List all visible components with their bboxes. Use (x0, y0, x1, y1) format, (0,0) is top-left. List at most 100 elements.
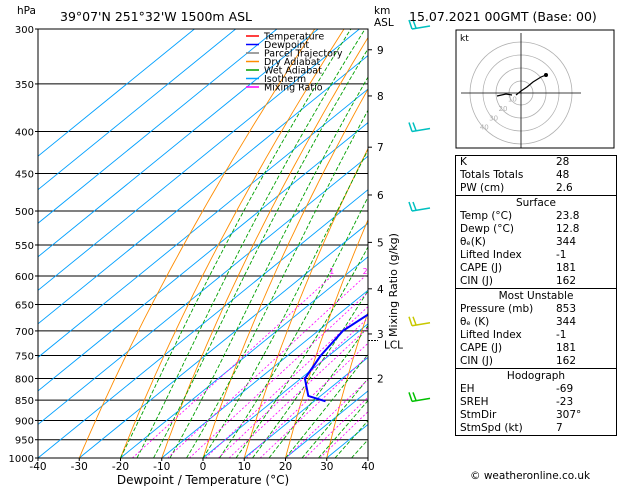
km-tick-label: 5 (377, 237, 384, 249)
hodograph-value: -23 (556, 396, 574, 408)
mixing-ratio-tick-label: 1 (329, 267, 334, 276)
hodograph-row: EH -69 (456, 383, 616, 396)
wind-barb (408, 392, 431, 403)
pressure-tick-label: 700 (15, 327, 34, 338)
axes: 3003504004505005506006507007508008509009… (9, 25, 404, 473)
isotherm-line (243, 356, 368, 458)
most-unstable-label: CIN (J) (460, 355, 493, 367)
surface-row: Dewp (°C) 12.8 (456, 223, 616, 236)
wet-adiabat-line (120, 29, 352, 458)
dry-adiabat-line (161, 36, 368, 458)
index-label: PW (cm) (460, 182, 505, 194)
surface-value: 181 (556, 262, 577, 274)
km-label: km (374, 5, 390, 17)
pressure-tick-label: 800 (15, 374, 34, 385)
most-unstable-value: 162 (556, 355, 577, 367)
surface-value: 23.8 (556, 210, 580, 222)
legend-entry: Wet Adiabat (264, 66, 322, 77)
dry-adiabat-line (616, 29, 629, 458)
barb-feather (412, 201, 417, 211)
wet-adiabat-line (186, 109, 368, 458)
indices-table: K 28 Totals Totals 48 PW (cm) 2.6 Surface Tem… (455, 155, 617, 436)
hodograph-title: Hodograph (506, 370, 566, 382)
isotherm-line (202, 323, 368, 458)
legend-entry: Mixing Ratio (264, 83, 323, 94)
hodograph-label: SREH (460, 396, 489, 408)
barb-feather (412, 19, 417, 29)
hpa-label: hPa (17, 5, 36, 17)
most-unstable-value: -1 (556, 329, 567, 341)
barb-shaft (411, 127, 431, 133)
mixing-ratio-line (189, 291, 368, 458)
surface-label: CAPE (J) (460, 262, 503, 274)
barb-shaft (411, 207, 431, 212)
hodograph-ring-label: 40 (480, 124, 489, 132)
dry-adiabat-line (202, 88, 368, 458)
temperature-tick-label: -20 (112, 461, 129, 473)
pressure-tick-label: 850 (15, 396, 34, 407)
isotherm-line (38, 189, 368, 458)
most-unstable-row: CAPE (J) 181 (456, 342, 616, 355)
pressure-tick-label: 600 (15, 272, 34, 283)
index-label: Totals Totals (460, 169, 524, 181)
temperature-tick-label: 30 (320, 461, 333, 473)
surface-label: θₑ(K) (460, 236, 486, 248)
wet-adiabat-line (252, 289, 368, 458)
surface-value: 162 (556, 275, 577, 287)
wet-adiabat-line (301, 377, 368, 458)
legend-entry: Isotherm (264, 74, 306, 85)
hodograph-label: StmDir (460, 409, 497, 421)
index-row: PW (cm) 2.6 (456, 182, 616, 195)
surface-title: Surface (515, 197, 556, 209)
surface-value: -1 (556, 249, 567, 261)
most-unstable-value: 344 (556, 316, 577, 328)
pressure-tick-label: 300 (15, 25, 34, 36)
pressure-tick-label: 650 (15, 301, 34, 312)
surface-row: Lifted Index -1 (456, 249, 616, 262)
hodograph-ring-label: 20 (499, 105, 508, 113)
isotherm-line (161, 289, 368, 458)
index-row: Totals Totals 48 (456, 169, 616, 182)
isotherm-line (38, 29, 278, 224)
hodograph-value: 7 (556, 422, 563, 434)
most-unstable-row: Pressure (mb) 853 (456, 303, 616, 316)
surface-row: CAPE (J) 181 (456, 262, 616, 275)
isotherm-line (38, 29, 236, 191)
dry-adiabat-line (78, 29, 316, 458)
pressure-tick-label: 500 (15, 207, 34, 218)
asl-label: ASL (374, 17, 394, 29)
mixing-ratio-tick-label: 8 (437, 267, 442, 276)
most-unstable-value: 853 (556, 303, 577, 315)
hodograph-trace (515, 74, 547, 96)
mixing-ratio-line (259, 355, 368, 458)
km-tick-label: 9 (377, 45, 384, 57)
temperature-tick-label: -30 (71, 461, 88, 473)
legend-entry: Parcel Trajectory (264, 49, 343, 60)
km-tick-label: 7 (377, 142, 384, 154)
index-value: 48 (556, 169, 570, 181)
isotherm-line (38, 29, 360, 291)
km-tick-label: 8 (377, 91, 384, 103)
surface-value: 12.8 (556, 223, 580, 235)
km-tick-label: 3 (377, 329, 384, 341)
wet-adiabat-line (169, 76, 368, 458)
most-unstable-label: CAPE (J) (460, 342, 503, 354)
barb-feather (412, 122, 417, 131)
index-value: 2.6 (556, 182, 573, 194)
wind-barb (408, 19, 431, 30)
surface-row: CIN (J) 162 (456, 275, 616, 288)
wind-barb (408, 201, 431, 212)
hodograph-section: Hodograph EH -69 SREH -23 StmDir 307° StmSpd (… (456, 368, 616, 435)
surface-label: Temp (°C) (460, 210, 513, 222)
hodograph-frame (455, 29, 615, 149)
temperature-tick-label: -40 (29, 461, 46, 473)
most-unstable-value: 181 (556, 342, 577, 354)
hodograph-label: StmSpd (kt) (460, 422, 523, 434)
location-title: 39°07'N 251°32'W 1500m ASL (60, 9, 252, 24)
surface-label: CIN (J) (460, 275, 493, 287)
plot-lines: 123456810152025 (38, 29, 629, 458)
barb-feather (408, 122, 413, 132)
mixing-ratio-line (218, 317, 368, 458)
